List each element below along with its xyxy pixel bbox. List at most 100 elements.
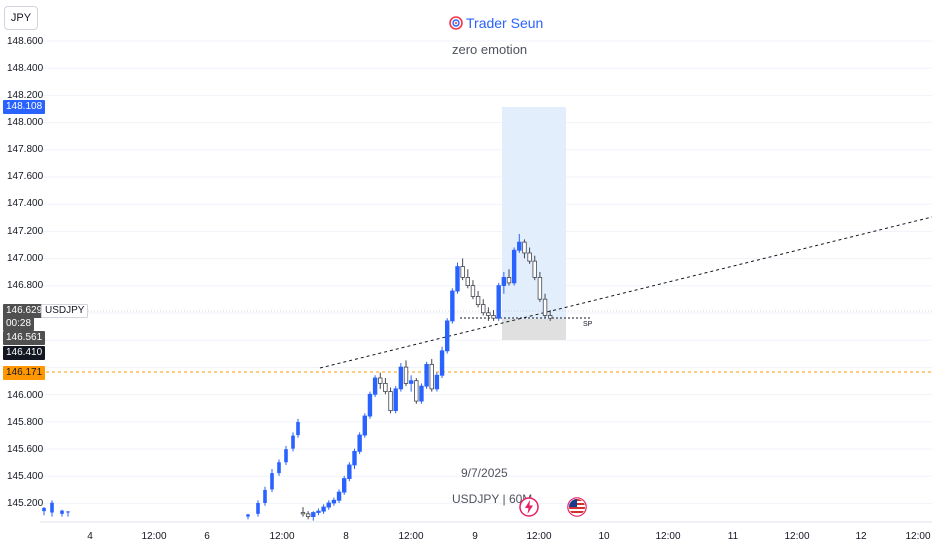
candle-body[interactable] (444, 320, 450, 352)
crosshair-price-badge: 146.410 (3, 346, 46, 360)
candle-body[interactable] (341, 478, 347, 493)
price-tick: 147.400 (7, 198, 44, 209)
candle-body[interactable] (465, 277, 470, 286)
candle-body[interactable] (60, 510, 64, 514)
candle-body[interactable] (277, 462, 281, 474)
candle-body[interactable] (511, 249, 517, 284)
candle-body[interactable] (455, 266, 460, 292)
candle-body[interactable] (331, 499, 337, 504)
candle-body[interactable] (542, 298, 548, 316)
price-tick: 147.600 (7, 171, 44, 182)
watermark-date: 9/7/2025 (461, 466, 508, 480)
candle-body[interactable] (439, 350, 445, 376)
candle-body[interactable] (517, 241, 522, 251)
candle-body[interactable] (491, 315, 496, 319)
candle-body[interactable] (522, 241, 527, 254)
candles-layer (42, 233, 553, 521)
candle-body[interactable] (486, 312, 491, 316)
candle-body[interactable] (326, 502, 331, 508)
price-tick: 147.000 (7, 253, 44, 264)
candle-body[interactable] (470, 285, 476, 297)
candle-body[interactable] (481, 304, 486, 314)
last-price-badge: 146.629 (3, 304, 46, 318)
candle-body[interactable] (311, 512, 316, 517)
time-tick: 12:00 (655, 531, 681, 542)
candle-body[interactable] (246, 514, 250, 517)
time-tick: 11 (727, 531, 739, 542)
trendline[interactable] (319, 216, 932, 369)
candle-body[interactable] (263, 489, 267, 503)
time-tick: 10 (598, 531, 610, 542)
price-tick: 145.800 (7, 417, 44, 428)
candle-body[interactable] (383, 383, 388, 392)
candle-body[interactable] (506, 277, 512, 284)
candle-body[interactable] (388, 391, 393, 412)
lightning-icon[interactable] (519, 497, 539, 517)
candle-body[interactable] (372, 377, 378, 395)
candle-body[interactable] (501, 277, 507, 286)
time-tick: 12:00 (398, 531, 424, 542)
candle-body[interactable] (398, 366, 404, 390)
candle-body[interactable] (419, 385, 424, 402)
target-icon (449, 16, 463, 30)
price-tick: 147.800 (7, 144, 44, 155)
candle-body[interactable] (548, 315, 553, 319)
candle-body[interactable] (66, 511, 70, 513)
candle-body[interactable] (357, 434, 362, 452)
time-tick: 12:00 (269, 531, 295, 542)
author-name[interactable]: Trader Seun (466, 15, 544, 31)
candle-body[interactable] (460, 266, 465, 278)
price-tick: 145.200 (7, 498, 44, 509)
candle-body[interactable] (527, 252, 532, 262)
candle-body[interactable] (321, 506, 326, 512)
price-tick: 145.600 (7, 444, 44, 455)
price-tick: 148.400 (7, 63, 44, 74)
symbol-tag: USDJPY (41, 304, 89, 318)
candle-body[interactable] (367, 393, 373, 417)
candle-body[interactable] (408, 380, 414, 384)
candle-body[interactable] (50, 502, 54, 513)
candle-body[interactable] (414, 380, 419, 402)
price-tick: 148.000 (7, 117, 44, 128)
candle-body[interactable] (284, 449, 288, 463)
time-tick: 4 (87, 531, 93, 542)
target-price-badge: 148.108 (3, 100, 46, 114)
candle-body[interactable] (434, 374, 440, 390)
candle-body[interactable] (352, 450, 357, 466)
us-flag-icon[interactable] (567, 497, 587, 517)
candle-body[interactable] (296, 422, 300, 436)
candle-body[interactable] (316, 510, 321, 513)
price-tick: 147.200 (7, 226, 44, 237)
candle-body[interactable] (291, 435, 295, 449)
position-target-zone[interactable] (502, 107, 566, 319)
candle-body[interactable] (336, 491, 342, 501)
stop-label: SP (583, 321, 593, 328)
candle-body[interactable] (300, 512, 306, 515)
price-tick: 148.200 (7, 90, 44, 101)
candle-body[interactable] (362, 415, 367, 436)
candle-body[interactable] (347, 464, 352, 479)
time-tick: 8 (343, 531, 349, 542)
candle-body[interactable] (475, 296, 481, 306)
candle-body[interactable] (393, 388, 398, 412)
candle-body[interactable] (496, 285, 501, 319)
grid (40, 40, 932, 523)
candle-body[interactable] (424, 363, 429, 387)
candle-body[interactable] (403, 366, 409, 384)
candle-body[interactable] (256, 503, 260, 514)
candle-body[interactable] (270, 473, 274, 490)
candle-body[interactable] (532, 260, 537, 278)
candle-body[interactable] (378, 377, 383, 384)
candle-body[interactable] (450, 290, 455, 322)
candle-body[interactable] (429, 363, 434, 390)
candle-body[interactable] (537, 277, 543, 300)
candle-body[interactable] (305, 513, 311, 517)
time-tick: 9 (472, 531, 478, 542)
position-stop-zone[interactable] (502, 319, 566, 340)
time-tick: 12 (855, 531, 867, 542)
candle-body[interactable] (42, 507, 46, 512)
bid-price-badge: 146.561 (3, 331, 46, 345)
currency-button[interactable]: JPY (4, 6, 38, 30)
